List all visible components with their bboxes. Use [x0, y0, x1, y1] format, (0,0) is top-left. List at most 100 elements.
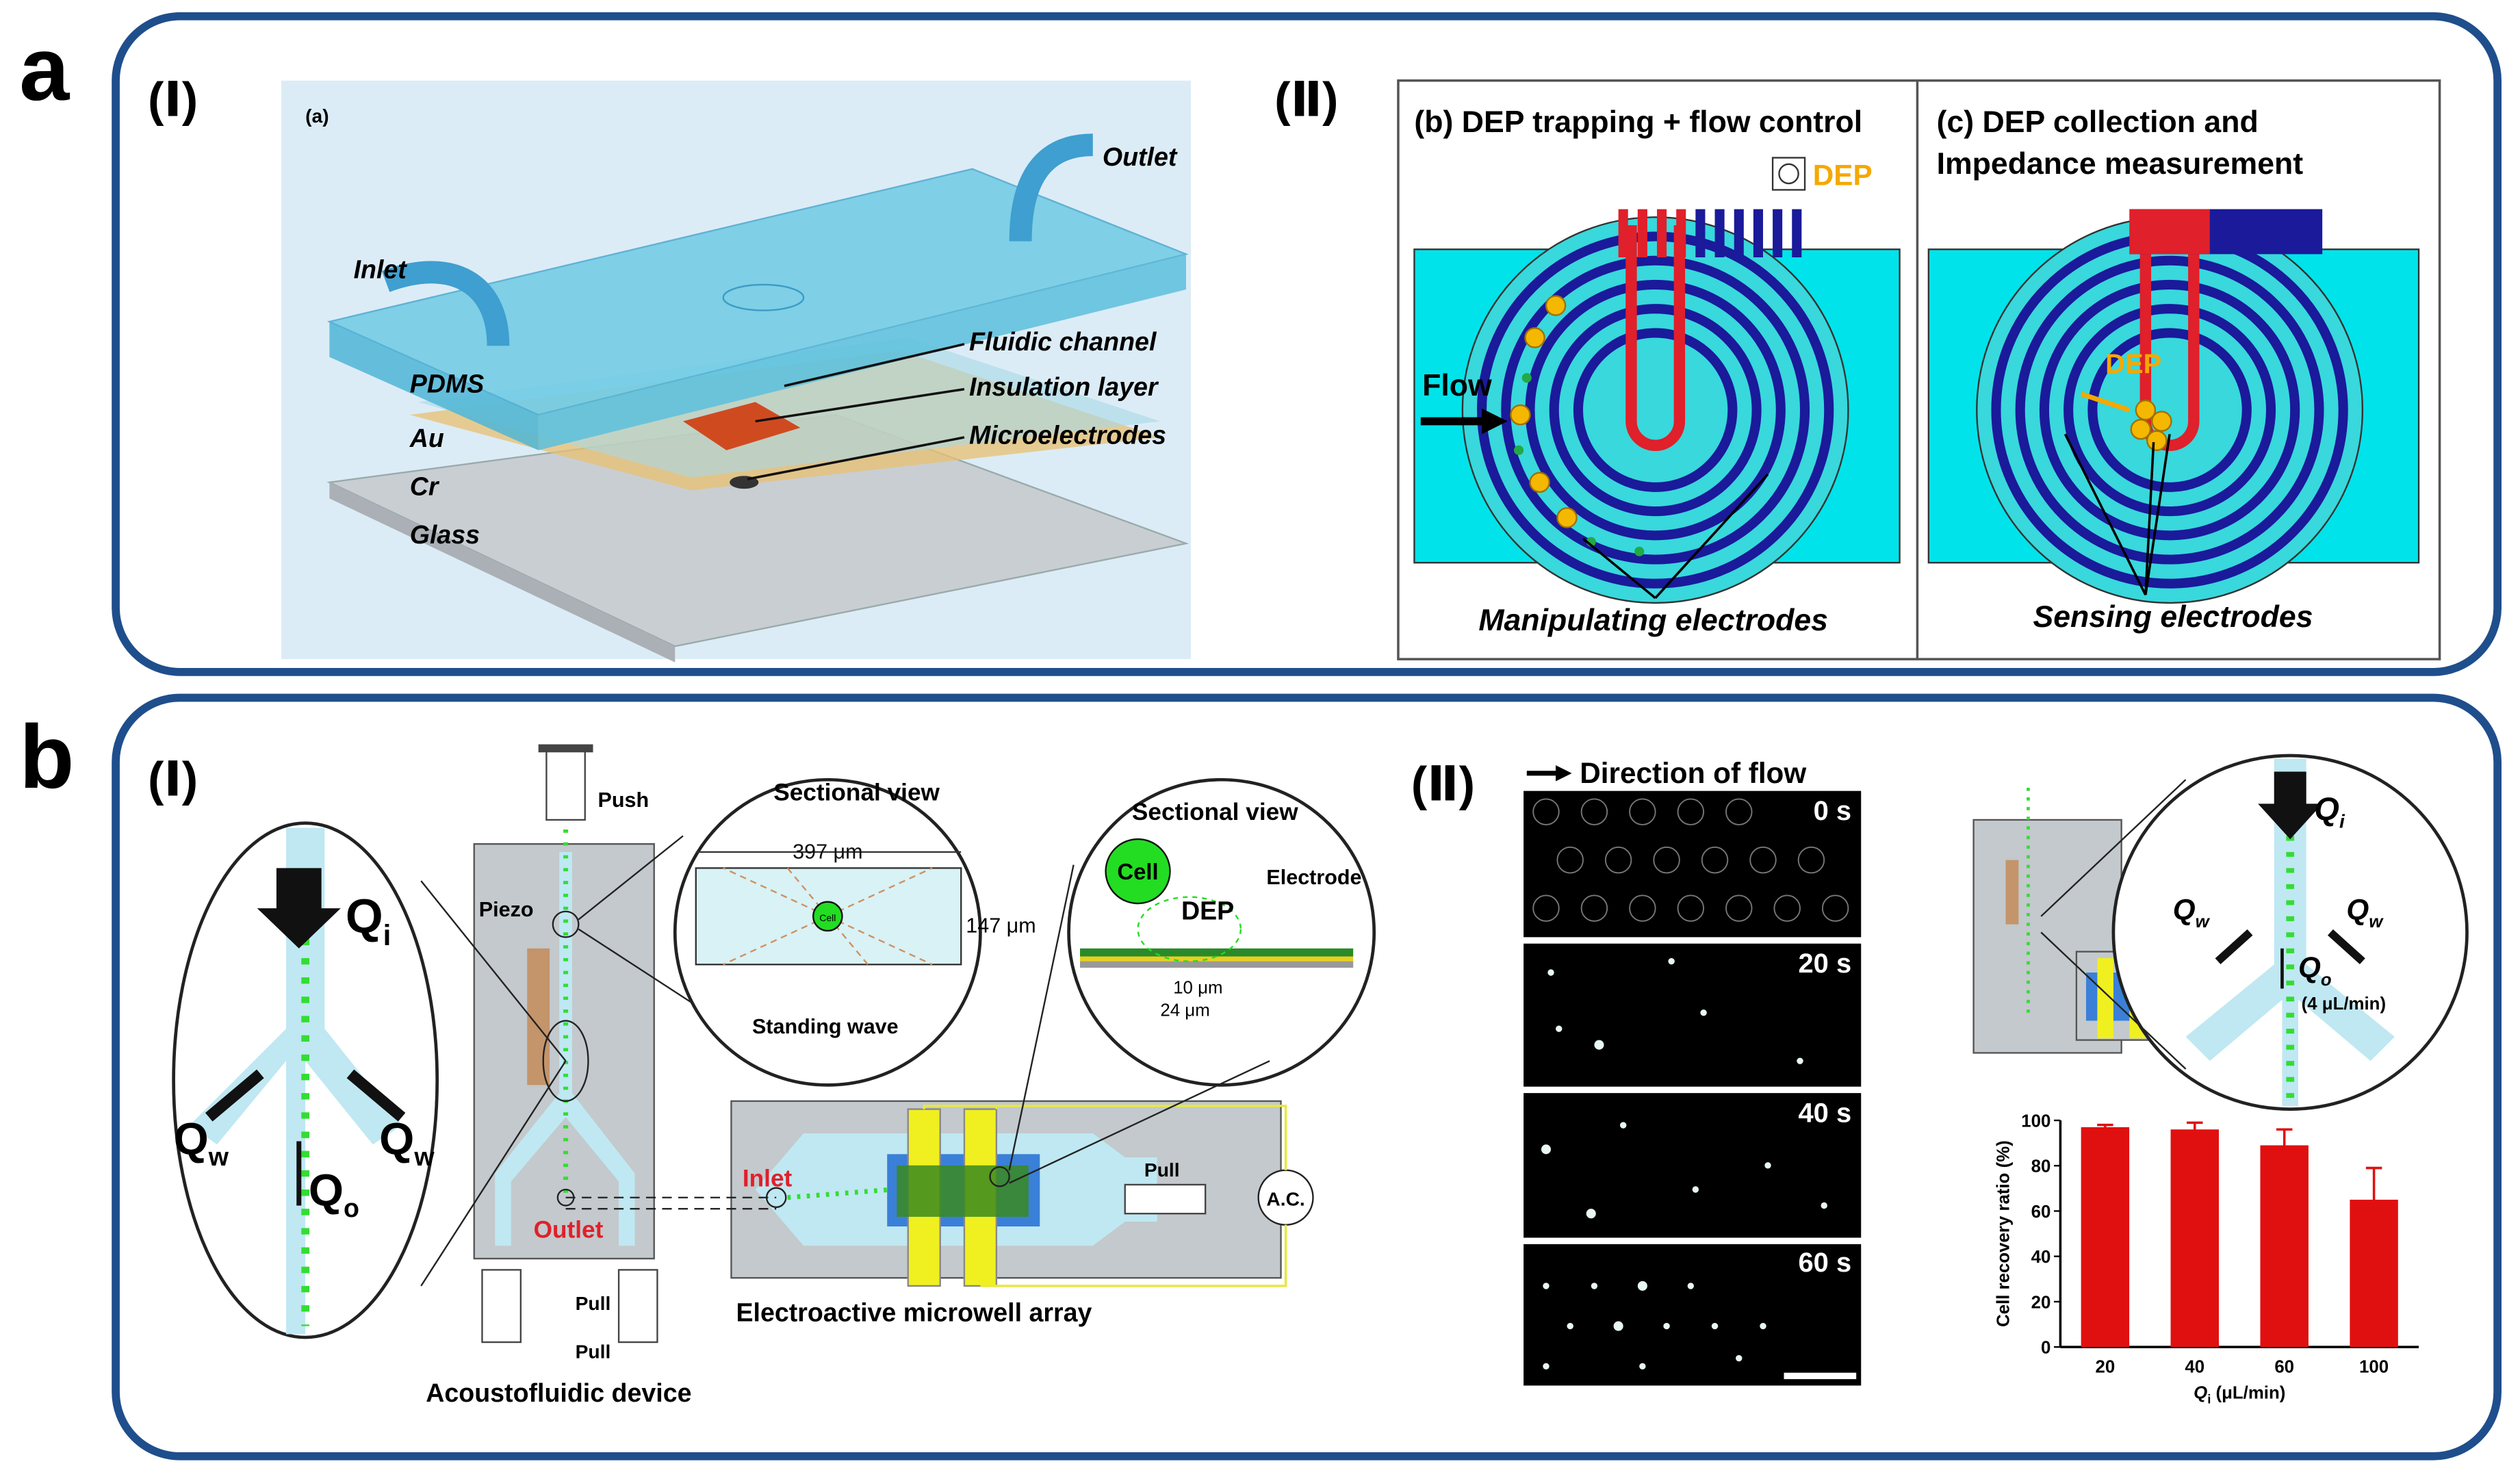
shape: [1532, 798, 1560, 825]
shape: [1501, 255, 1810, 565]
label: DEP: [1181, 896, 1234, 925]
shape: [723, 867, 828, 917]
label: DEP: [2105, 349, 2161, 379]
label: Pull: [576, 1341, 611, 1363]
shape: [923, 1105, 1287, 1287]
shape: [329, 321, 539, 450]
flow-label: Qo: [2298, 951, 2332, 990]
error-bar: [2097, 1123, 2113, 1130]
time-label: 60 s: [1798, 1248, 1851, 1278]
flow-label: Qi: [2314, 790, 2345, 832]
shape: [1701, 846, 1729, 874]
shape: [1639, 1363, 1646, 1369]
shape: [1514, 445, 1524, 455]
shape: [1677, 798, 1705, 825]
label: Push: [598, 788, 650, 812]
label: Q: [379, 1113, 414, 1163]
shape: [1532, 895, 1560, 922]
label: (4 μL/min): [2302, 994, 2386, 1014]
label: Au: [409, 424, 444, 452]
subtitle: (b) DEP trapping + flow control: [1414, 105, 1862, 139]
shape: [1124, 1183, 1207, 1215]
shape: [1080, 956, 1354, 962]
label: Sensing electrodes: [2033, 600, 2313, 634]
shape: [1594, 1040, 1604, 1050]
shape: [827, 915, 933, 966]
shape: [1773, 895, 1801, 922]
y-tick-label: 100: [2021, 1111, 2050, 1131]
label: Inlet: [354, 255, 408, 284]
shape: [2146, 430, 2168, 451]
shape: [2129, 209, 2210, 255]
shape: [2063, 304, 2276, 517]
shape: [2039, 279, 2300, 541]
label: Outlet: [534, 1216, 604, 1243]
label: Sectional view: [773, 780, 940, 806]
bar: [2170, 1129, 2220, 1348]
shape: [1556, 1025, 1563, 1032]
shape: [1749, 846, 1777, 874]
shape: [346, 1069, 406, 1122]
label: w: [2196, 912, 2211, 931]
shape: [1556, 507, 1578, 528]
shape: [1634, 546, 1645, 556]
label: 147 μm: [966, 914, 1036, 937]
part-numeral: (Ⅰ): [148, 752, 198, 806]
label: DEP: [1813, 159, 1873, 191]
error-bar: [2365, 1166, 2382, 1232]
shape: DEP: [1927, 209, 2420, 604]
shape: [1477, 231, 1834, 589]
shape: [1653, 846, 1680, 874]
shape: [1008, 864, 1075, 1171]
shape: [812, 901, 843, 932]
part-numeral: (Ⅰ): [148, 72, 198, 126]
label: 397 μm: [793, 840, 862, 863]
part-numeral: (Ⅱ): [1274, 72, 1338, 126]
caption: Electroactive microwell array: [736, 1298, 1092, 1327]
label: 10 μm: [1173, 979, 1222, 998]
label: Microelectrodes: [969, 420, 1166, 449]
shape: [1567, 1322, 1573, 1330]
panel-letter: a: [19, 18, 70, 119]
label: Q: [2314, 790, 2339, 827]
shape: [420, 835, 708, 1287]
y-axis-label: Cell recovery ratio (%): [1994, 1140, 2013, 1327]
shape: [1105, 838, 1171, 905]
x-axis-label-sub: i: [2207, 1391, 2211, 1406]
shape: [1008, 864, 1270, 1184]
x-tick-label: 40: [2185, 1358, 2204, 1377]
shape: [2015, 255, 2324, 565]
label: Cell: [1117, 859, 1158, 884]
shape: [1523, 1093, 1862, 1238]
label: Direction of flow: [1580, 757, 1806, 789]
shape: [1543, 1363, 1550, 1369]
shape: [1725, 895, 1753, 922]
shape: [1080, 948, 1354, 957]
y-tick-label: 0: [2041, 1339, 2050, 1358]
part-numeral: (Ⅱ): [1411, 757, 1475, 811]
label: PDMS: [410, 369, 485, 398]
label: Q: [2173, 893, 2196, 926]
shape: [2097, 957, 2113, 1039]
shape: [1625, 225, 1686, 451]
shape: [1543, 1283, 1550, 1289]
shape: [1663, 1322, 1670, 1330]
shape: [2040, 779, 2187, 917]
shape: [205, 1069, 264, 1122]
label: Q: [2298, 951, 2321, 984]
subtitle: Impedance measurement: [1937, 147, 2304, 181]
x-tick-label: 100: [2359, 1358, 2389, 1377]
shape: [578, 835, 684, 921]
shape: [1613, 1321, 1623, 1331]
x-tick-label: 20: [2096, 1358, 2116, 1377]
shape: [617, 1269, 658, 1343]
shape: [1525, 279, 1786, 541]
shape: [1137, 896, 1242, 962]
label: Inlet: [743, 1165, 793, 1192]
label: Pull: [1144, 1159, 1180, 1181]
shape: [1413, 209, 1901, 604]
x-axis-label-symbol: Q: [2194, 1383, 2207, 1402]
label: Piezo: [479, 898, 534, 921]
label: Pull: [576, 1292, 611, 1314]
shape: [2327, 929, 2365, 964]
